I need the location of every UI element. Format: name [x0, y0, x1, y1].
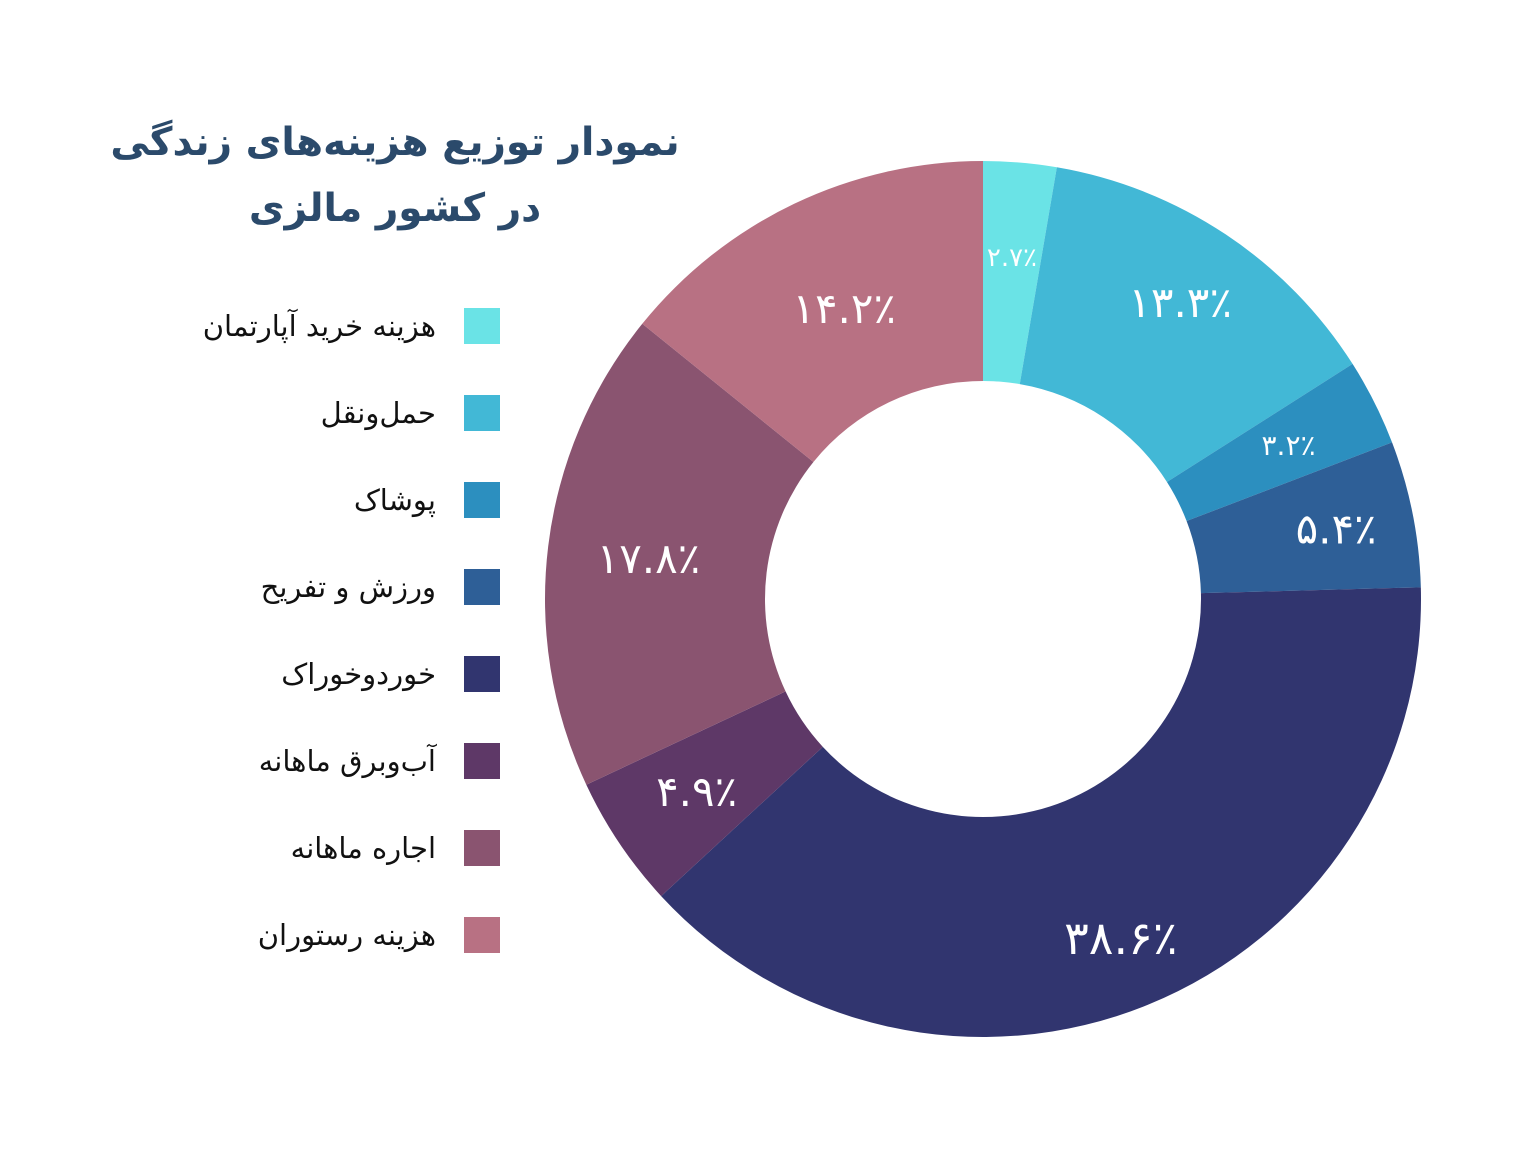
slice-value-label: ۲.۷٪: [987, 243, 1037, 273]
slice-value-label: ۴.۹٪: [656, 767, 737, 816]
slice-value-label: ۳۸.۶٪: [1064, 911, 1177, 965]
legend-item-sports: ورزش و تفریح: [130, 567, 500, 607]
legend-swatch: [464, 308, 500, 344]
chart-title-line-2: در کشور مالزی: [248, 186, 542, 231]
donut-slice: [642, 161, 983, 463]
legend-swatch: [464, 656, 500, 692]
legend-label: آب‌وبرق ماهانه: [258, 744, 436, 778]
slice-value-label: ۱۷.۸٪: [597, 534, 701, 583]
legend-item-clothing: پوشاک: [130, 480, 500, 520]
chart-title-line-1: نمودار توزیع هزینه‌های زندگی: [110, 120, 680, 165]
slice-value-label: ۱۳.۳٪: [1128, 278, 1232, 327]
donut-slice: [1186, 442, 1421, 594]
legend-item-rent: اجاره ماهانه: [130, 828, 500, 868]
legend-item-food: خوردوخوراک: [130, 654, 500, 694]
legend-item-apartment: هزینه خرید آپارتمان: [130, 306, 500, 346]
legend-swatch: [464, 395, 500, 431]
donut-slice: [983, 161, 1057, 385]
slice-value-label: ۳.۲٪: [1262, 429, 1316, 462]
slice-value-label: ۱۴.۲٪: [792, 284, 896, 333]
legend-swatch: [464, 830, 500, 866]
legend-label: هزینه رستوران: [257, 918, 436, 952]
legend-label: هزینه خرید آپارتمان: [202, 309, 436, 343]
legend-swatch: [464, 482, 500, 518]
donut-slice: [1019, 167, 1353, 483]
donut-slice: [661, 587, 1421, 1037]
legend-item-utilities: آب‌وبرق ماهانه: [130, 741, 500, 781]
legend-label: پوشاک: [353, 483, 436, 517]
donut-slice: [545, 323, 814, 785]
donut-slice: [1166, 363, 1393, 522]
legend-label: حمل‌ونقل: [320, 396, 436, 430]
legend-label: اجاره ماهانه: [290, 831, 436, 865]
slice-value-label: ۵.۴٪: [1296, 504, 1377, 553]
donut-slice: [586, 691, 823, 897]
legend-item-restaurant: هزینه رستوران: [130, 915, 500, 955]
legend-label: خوردوخوراک: [281, 657, 436, 691]
legend-swatch: [464, 569, 500, 605]
legend-swatch: [464, 917, 500, 953]
legend-swatch: [464, 743, 500, 779]
chart-title: نمودار توزیع هزینه‌های زندگی در کشور مال…: [100, 110, 690, 242]
legend-item-transport: حمل‌ونقل: [130, 393, 500, 433]
legend-label: ورزش و تفریح: [260, 570, 436, 604]
